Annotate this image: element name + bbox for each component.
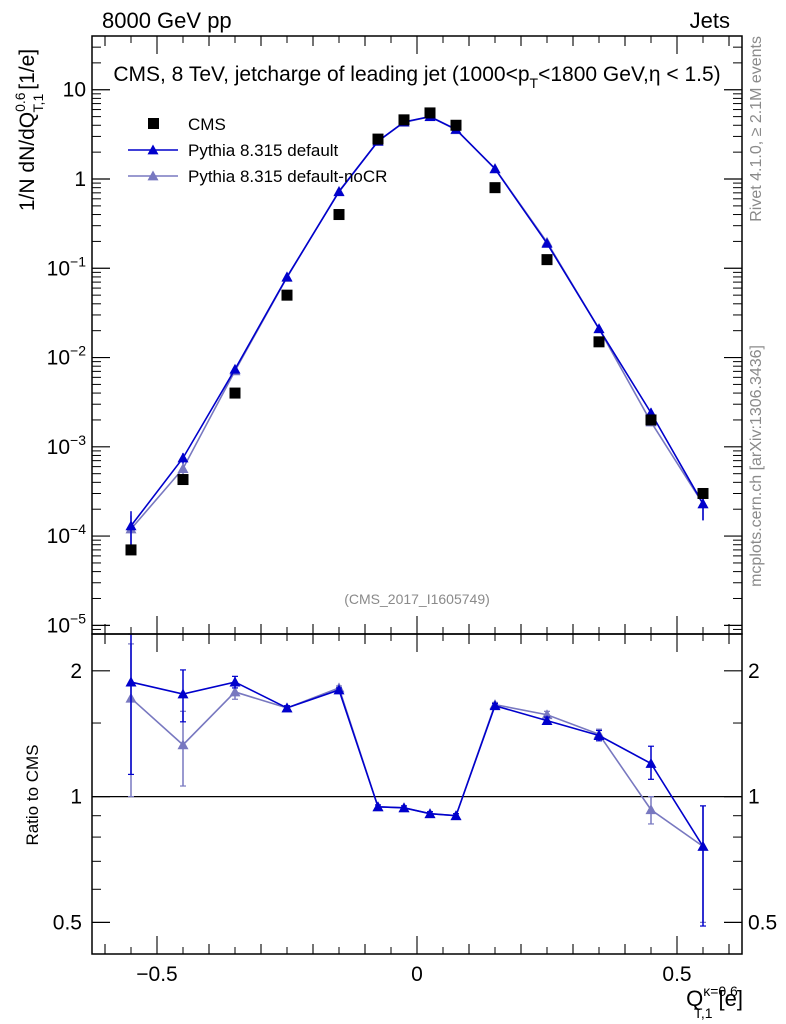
main-title: CMS, 8 TeV, jetcharge of leading jet (10…	[113, 63, 720, 91]
pythia-8-315-default-ratio-point	[541, 715, 553, 726]
pythia-8-315-default-ratio-point	[450, 810, 462, 821]
ratio-y-axis-label: Ratio to CMS	[23, 744, 42, 845]
ratio-plot-frame	[91, 633, 743, 955]
pythia-8-315-default-point	[489, 163, 501, 174]
ratio-ytick-label-right: 2	[748, 660, 760, 683]
main-ytick-label: 10−5	[47, 610, 87, 637]
cms-data-point	[333, 209, 345, 221]
cms-data-point	[177, 474, 189, 486]
pythia-8-315-default-point	[593, 323, 605, 334]
main-y-axis-label: 1/N dN/dQ0.6 T,1[1/e]	[12, 49, 46, 211]
pythia-8-315-default-nocr-point	[177, 463, 189, 474]
pythia-8-315-default-ratio-point	[125, 676, 137, 687]
legend-label-pythia-8-315-default-nocr: Pythia 8.315 default-noCR	[188, 167, 387, 186]
legend: CMS Pythia 8.315 default Pythia 8.315 defa…	[128, 115, 387, 186]
xtick-label: 0.5	[662, 963, 691, 986]
x-axis-label: Qκ=0.6 T,1[e]	[686, 983, 743, 1021]
cms-data-point	[450, 119, 462, 131]
pythia-8-315-default-ratio-point	[372, 801, 384, 812]
main-ytick-label: 10−4	[47, 521, 87, 548]
ratio-ytick-label: 1	[70, 786, 82, 809]
pythia-8-315-default-point	[541, 237, 553, 248]
main-ytick-label: 10−2	[47, 343, 87, 370]
pythia-8-315-default-ratio-point	[593, 730, 605, 740]
main-ytick-label: 10−1	[47, 253, 87, 280]
ratio-ytick-label: 0.5	[53, 911, 82, 934]
header-left: 8000 GeV pp	[102, 8, 232, 33]
cms-data-point	[398, 114, 410, 126]
pythia-8-315-default-point	[125, 520, 137, 531]
pythia-8-315-default-point	[177, 452, 189, 463]
pythia-8-315-default-point	[697, 498, 709, 509]
legend-label-pythia-8-315-default: Pythia 8.315 default	[188, 141, 339, 160]
pythia-8-315-default-point	[281, 271, 293, 282]
pythia-8-315-default-ratio-point	[424, 808, 436, 819]
ratio-ytick-label-right: 1	[748, 786, 760, 809]
main-ytick-label: 10−3	[47, 432, 87, 459]
main-ytick-label: 1	[74, 168, 86, 191]
cms-data-point	[645, 414, 657, 426]
ratio-ytick-label-right: 0.5	[748, 911, 777, 934]
pythia-8-315-default-ratio-point	[697, 840, 709, 851]
cms-data-point	[489, 182, 501, 194]
pythia-8-315-default-point	[229, 363, 241, 374]
mcplots-label: mcplots.cern.ch [arXiv:1306.3436]	[748, 345, 765, 587]
main-ytick-label: 10	[63, 79, 86, 102]
pythia-8-315-default-ratio-point	[281, 702, 293, 713]
pythia-8-315-default-ratio-point	[398, 802, 410, 813]
pythia-8-315-default-ratio-line	[130, 681, 704, 847]
cms-data-point	[593, 336, 605, 348]
rivet-version-label: Rivet 4.1.0, ≥ 2.1M events	[748, 36, 765, 222]
ratio-ytick-label: 2	[70, 660, 82, 683]
legend-marker-pythia-8-315-default-nocr	[147, 170, 159, 181]
cms-data-point	[541, 254, 553, 266]
cms-data-point	[372, 133, 384, 145]
cms-data-point	[125, 544, 137, 556]
cms-data-point	[697, 487, 709, 499]
xtick-label: −0.5	[136, 963, 177, 986]
pythia-8-315-default-ratio-point	[229, 676, 241, 687]
pythia-8-315-default-ratio-point	[645, 758, 657, 768]
pythia-8-315-default-nocr-ratio-point	[229, 686, 241, 697]
pythia-8-315-default-point	[333, 186, 345, 197]
pythia-8-315-default-nocr-ratio-point	[177, 739, 189, 750]
cms-data-point	[424, 107, 436, 119]
pythia-8-315-default-nocr-ratio-point	[645, 804, 657, 815]
header-right: Jets	[690, 8, 730, 33]
legend-marker-cms	[148, 118, 159, 129]
pythia-8-315-default-line	[130, 115, 704, 527]
pythia-8-315-default-ratio-point	[333, 684, 345, 695]
cms-data-point	[229, 387, 241, 399]
legend-marker-pythia-8-315-default	[147, 144, 159, 155]
cms-data-point	[281, 289, 293, 301]
xtick-label: 0	[411, 963, 423, 986]
pythia-8-315-default-ratio-point	[489, 700, 501, 711]
legend-label-cms: CMS	[188, 115, 226, 134]
pythia-8-315-default-nocr-ratio-line	[130, 686, 704, 848]
pythia-8-315-default-ratio-point	[177, 688, 189, 699]
analysis-watermark: (CMS_2017_I1605749)	[344, 591, 490, 607]
